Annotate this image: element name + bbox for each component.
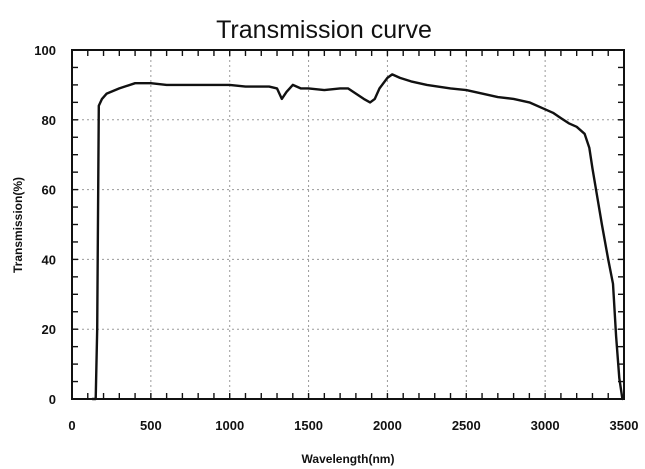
x-tick-label: 3500: [610, 418, 639, 433]
x-tick-label: 2000: [373, 418, 402, 433]
y-tick-label: 100: [34, 43, 56, 58]
y-tick-label: 0: [49, 392, 56, 407]
y-tick-label: 20: [42, 322, 56, 337]
axis-ticks: [72, 50, 624, 399]
x-tick-label: 0: [68, 418, 75, 433]
y-axis-label: Transmission(%): [11, 177, 25, 273]
x-tick-labels: 0 500 1000 1500 2000 2500 3000 3500: [68, 418, 638, 433]
x-tick-label: 2500: [452, 418, 481, 433]
y-tick-label: 80: [42, 113, 56, 128]
y-tick-labels: 0 20 40 60 80 100: [34, 43, 56, 407]
grid-lines: [72, 50, 624, 399]
y-tick-label: 40: [42, 252, 56, 267]
x-tick-label: 1500: [294, 418, 323, 433]
transmission-series-line: [91, 73, 624, 401]
plot-frame: [71, 49, 625, 400]
plot-area: [91, 73, 624, 401]
y-tick-label: 60: [42, 183, 56, 198]
x-tick-label: 1000: [215, 418, 244, 433]
chart-title: Transmission curve: [216, 16, 432, 44]
x-axis-label: Wavelength(nm): [302, 452, 395, 466]
x-tick-label: 3000: [531, 418, 560, 433]
x-tick-label: 500: [140, 418, 162, 433]
